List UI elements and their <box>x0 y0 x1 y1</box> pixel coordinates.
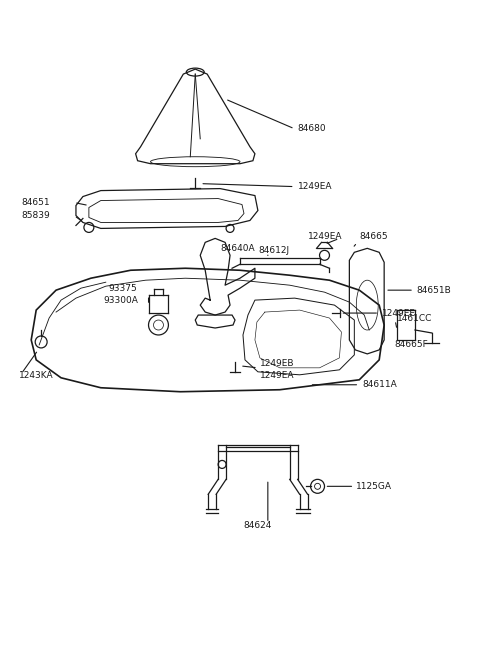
Text: 1243KA: 1243KA <box>19 371 54 380</box>
Text: 84611A: 84611A <box>362 380 397 389</box>
Text: 85839: 85839 <box>21 211 50 220</box>
Text: 1249EA: 1249EA <box>308 232 342 241</box>
Text: 1461CC: 1461CC <box>397 313 432 323</box>
Text: 1249EE: 1249EE <box>382 309 416 317</box>
Text: 84640A: 84640A <box>220 244 255 253</box>
Text: 1249EB: 1249EB <box>260 359 294 369</box>
Text: 84680: 84680 <box>298 124 326 133</box>
Text: 84651: 84651 <box>21 198 50 207</box>
Text: 84651B: 84651B <box>416 286 451 294</box>
Text: 84612J: 84612J <box>258 246 289 255</box>
Text: 93375: 93375 <box>109 284 137 292</box>
Text: 84665: 84665 <box>360 232 388 241</box>
Text: 84624: 84624 <box>244 520 272 530</box>
Text: 84665F: 84665F <box>394 340 428 350</box>
Text: 1125GA: 1125GA <box>356 482 392 491</box>
Text: 1249EA: 1249EA <box>260 371 294 380</box>
Text: 1249EA: 1249EA <box>298 182 332 191</box>
Text: 93300A: 93300A <box>104 296 139 305</box>
